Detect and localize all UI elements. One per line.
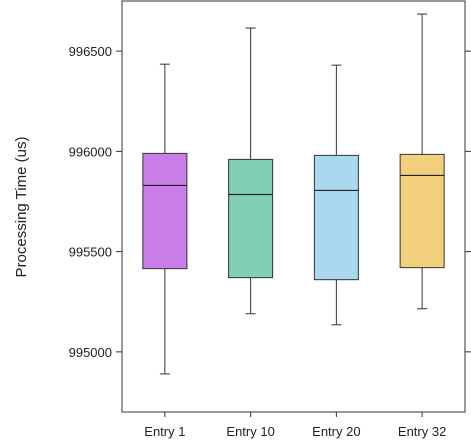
- y-tick-label: 995000: [69, 345, 112, 360]
- x-tick-label: Entry 32: [398, 424, 446, 439]
- y-tick-label: 996000: [69, 144, 112, 159]
- box-1: [228, 27, 274, 315]
- box-iqr: [142, 152, 188, 270]
- x-axis: Entry 1 Entry 10 Entry 20 Entry 32: [144, 412, 446, 439]
- box-0: [142, 63, 188, 375]
- box-series: [142, 13, 445, 375]
- y-tick-label: 995500: [69, 245, 112, 260]
- plot-area-frame: [121, 0, 466, 413]
- box-iqr: [228, 158, 274, 279]
- y-axis-label: Processing Time (us): [13, 137, 30, 278]
- box-iqr: [313, 154, 359, 281]
- y-axis: 995000 995500 996000 996500: [69, 44, 471, 360]
- y-tick-label: 996500: [69, 44, 112, 59]
- box-3: [399, 13, 445, 310]
- x-tick-label: Entry 1: [144, 424, 185, 439]
- box-2: [313, 64, 359, 326]
- box-iqr: [399, 153, 445, 269]
- x-tick-label: Entry 10: [226, 424, 274, 439]
- x-tick-label: Entry 20: [312, 424, 360, 439]
